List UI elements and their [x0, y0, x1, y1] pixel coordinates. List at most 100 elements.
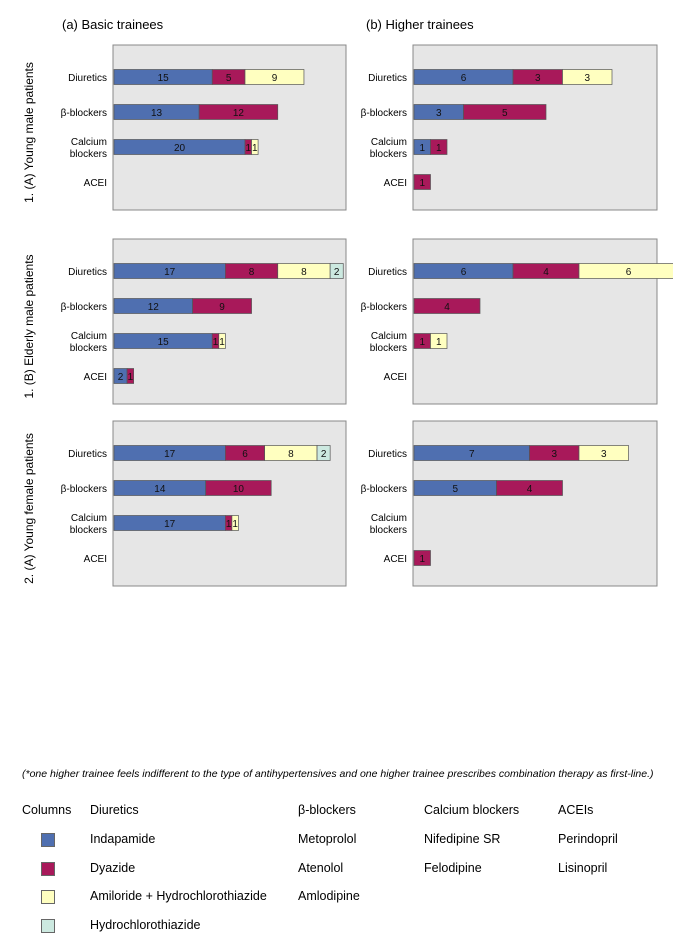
bar-value-label: 20 [174, 143, 186, 154]
legend-r2-c2: Atenolol [298, 861, 344, 875]
bar-segment [413, 298, 481, 314]
bar-value-label: 1 [226, 519, 232, 530]
category-label: ACEI [84, 372, 107, 383]
bar-segment [205, 480, 272, 496]
legend-r2-c1: Dyazide [90, 861, 136, 875]
bar-value-label: 8 [249, 267, 255, 278]
bar-segment [562, 69, 613, 85]
bar-segment [413, 174, 431, 190]
bar-value-label: 15 [158, 337, 170, 348]
bar-value-label: 9 [219, 302, 225, 313]
category-label: β-blockers [61, 108, 107, 119]
category-label: Calcium [71, 137, 107, 148]
bar-value-label: 3 [551, 449, 557, 460]
legend-r1-c4: Perindopril [558, 832, 618, 846]
legend-r4-c1: Hydrochlorothiazide [90, 918, 201, 932]
bar-segment [251, 139, 259, 155]
category-label: Diuretics [368, 449, 407, 460]
category-label: Diuretics [68, 267, 107, 278]
bar-segment [578, 263, 673, 279]
bar-value-label: 3 [601, 449, 607, 460]
bar-value-label: 8 [288, 449, 294, 460]
bar-segment [198, 104, 279, 120]
bar-value-label: 3 [584, 73, 590, 84]
category-label: Calcium [71, 331, 107, 342]
bar-value-label: 3 [535, 73, 541, 84]
bar-value-label: 6 [461, 73, 467, 84]
bar-segment [430, 333, 448, 349]
bar-segment [463, 104, 547, 120]
category-label: Diuretics [368, 267, 407, 278]
legend-r3-c2: Amlodipine [298, 889, 360, 903]
category-label: blockers [370, 149, 407, 160]
legend-swatch-yellow [41, 890, 55, 904]
category-label: ACEI [384, 554, 407, 565]
bar-value-label: 12 [148, 302, 160, 313]
bar-segment [329, 263, 344, 279]
legend-r2-c3: Felodipine [424, 861, 482, 875]
column-title-b: (b) Higher trainees [366, 17, 474, 32]
legend-swatch-magenta [41, 862, 55, 876]
bar-value-label: 17 [164, 519, 176, 530]
bar-value-label: 6 [242, 449, 248, 460]
category-label: Calcium [371, 513, 407, 524]
category-label: Diuretics [68, 73, 107, 84]
category-label: blockers [370, 525, 407, 536]
category-label: Diuretics [368, 73, 407, 84]
category-label: ACEI [84, 554, 107, 565]
bar-value-label: 1 [128, 372, 134, 383]
legend-r2-c4: Lisinopril [558, 861, 608, 875]
bar-value-label: 6 [461, 267, 467, 278]
bar-value-label: 1 [213, 337, 219, 348]
bar-value-label: 4 [527, 484, 533, 495]
bar-segment [218, 333, 226, 349]
bar-segment [231, 515, 239, 531]
category-label: ACEI [384, 178, 407, 189]
bar-value-label: 13 [151, 108, 163, 119]
bar-segment [430, 139, 448, 155]
bar-value-label: 12 [233, 108, 245, 119]
category-label: ACEI [384, 372, 407, 383]
bar-value-label: 1 [419, 337, 425, 348]
bar-value-label: 1 [436, 337, 442, 348]
bar-segment [316, 445, 331, 461]
bar-value-label: 1 [245, 143, 251, 154]
bar-value-label: 9 [272, 73, 278, 84]
bar-value-label: 14 [154, 484, 166, 495]
category-label: blockers [70, 525, 107, 536]
category-label: Calcium [371, 331, 407, 342]
legend-header-calcium-blockers: Calcium blockers [424, 803, 520, 817]
category-label: blockers [70, 343, 107, 354]
legend-header-columns: Columns [22, 803, 72, 817]
bar-value-label: 1 [219, 337, 225, 348]
bar-value-label: 10 [233, 484, 245, 495]
bar-value-label: 8 [301, 267, 307, 278]
legend-r1-c1: Indapamide [90, 832, 156, 846]
category-label: Diuretics [68, 449, 107, 460]
bar-value-label: 5 [226, 73, 232, 84]
bar-value-label: 2 [321, 449, 327, 460]
bar-segment [192, 298, 252, 314]
legend-header-diuretics: Diuretics [90, 803, 139, 817]
bar-value-label: 1 [252, 143, 258, 154]
legend-header-beta-blockers: β-blockers [298, 803, 356, 817]
legend-r3-c1: Amiloride + Hydrochlorothiazide [90, 889, 267, 903]
bar-segment [496, 480, 563, 496]
category-label: β-blockers [361, 108, 407, 119]
row-label-1a-a: 1. (A) Young male patients [22, 62, 36, 203]
bar-segment [578, 445, 629, 461]
legend-r1-c3: Nifedipine SR [424, 832, 501, 846]
bar-value-label: 1 [436, 143, 442, 154]
row-label-2a-a: 2. (A) Young female patients [22, 433, 36, 584]
row-label-1b-a: 1. (B) Elderly male patients [22, 254, 36, 398]
category-label: blockers [70, 149, 107, 160]
bar-value-label: 15 [158, 73, 170, 84]
legend-swatch-mint [41, 919, 55, 933]
category-label: β-blockers [61, 484, 107, 495]
chart-figure: 1. (A) Young male patients Diuretics 15 5 9 β… [22, 44, 673, 587]
category-label: blockers [370, 343, 407, 354]
bar-value-label: 1 [419, 178, 425, 189]
bar-value-label: 3 [436, 108, 442, 119]
legend-header-aceis: ACEIs [558, 803, 594, 817]
